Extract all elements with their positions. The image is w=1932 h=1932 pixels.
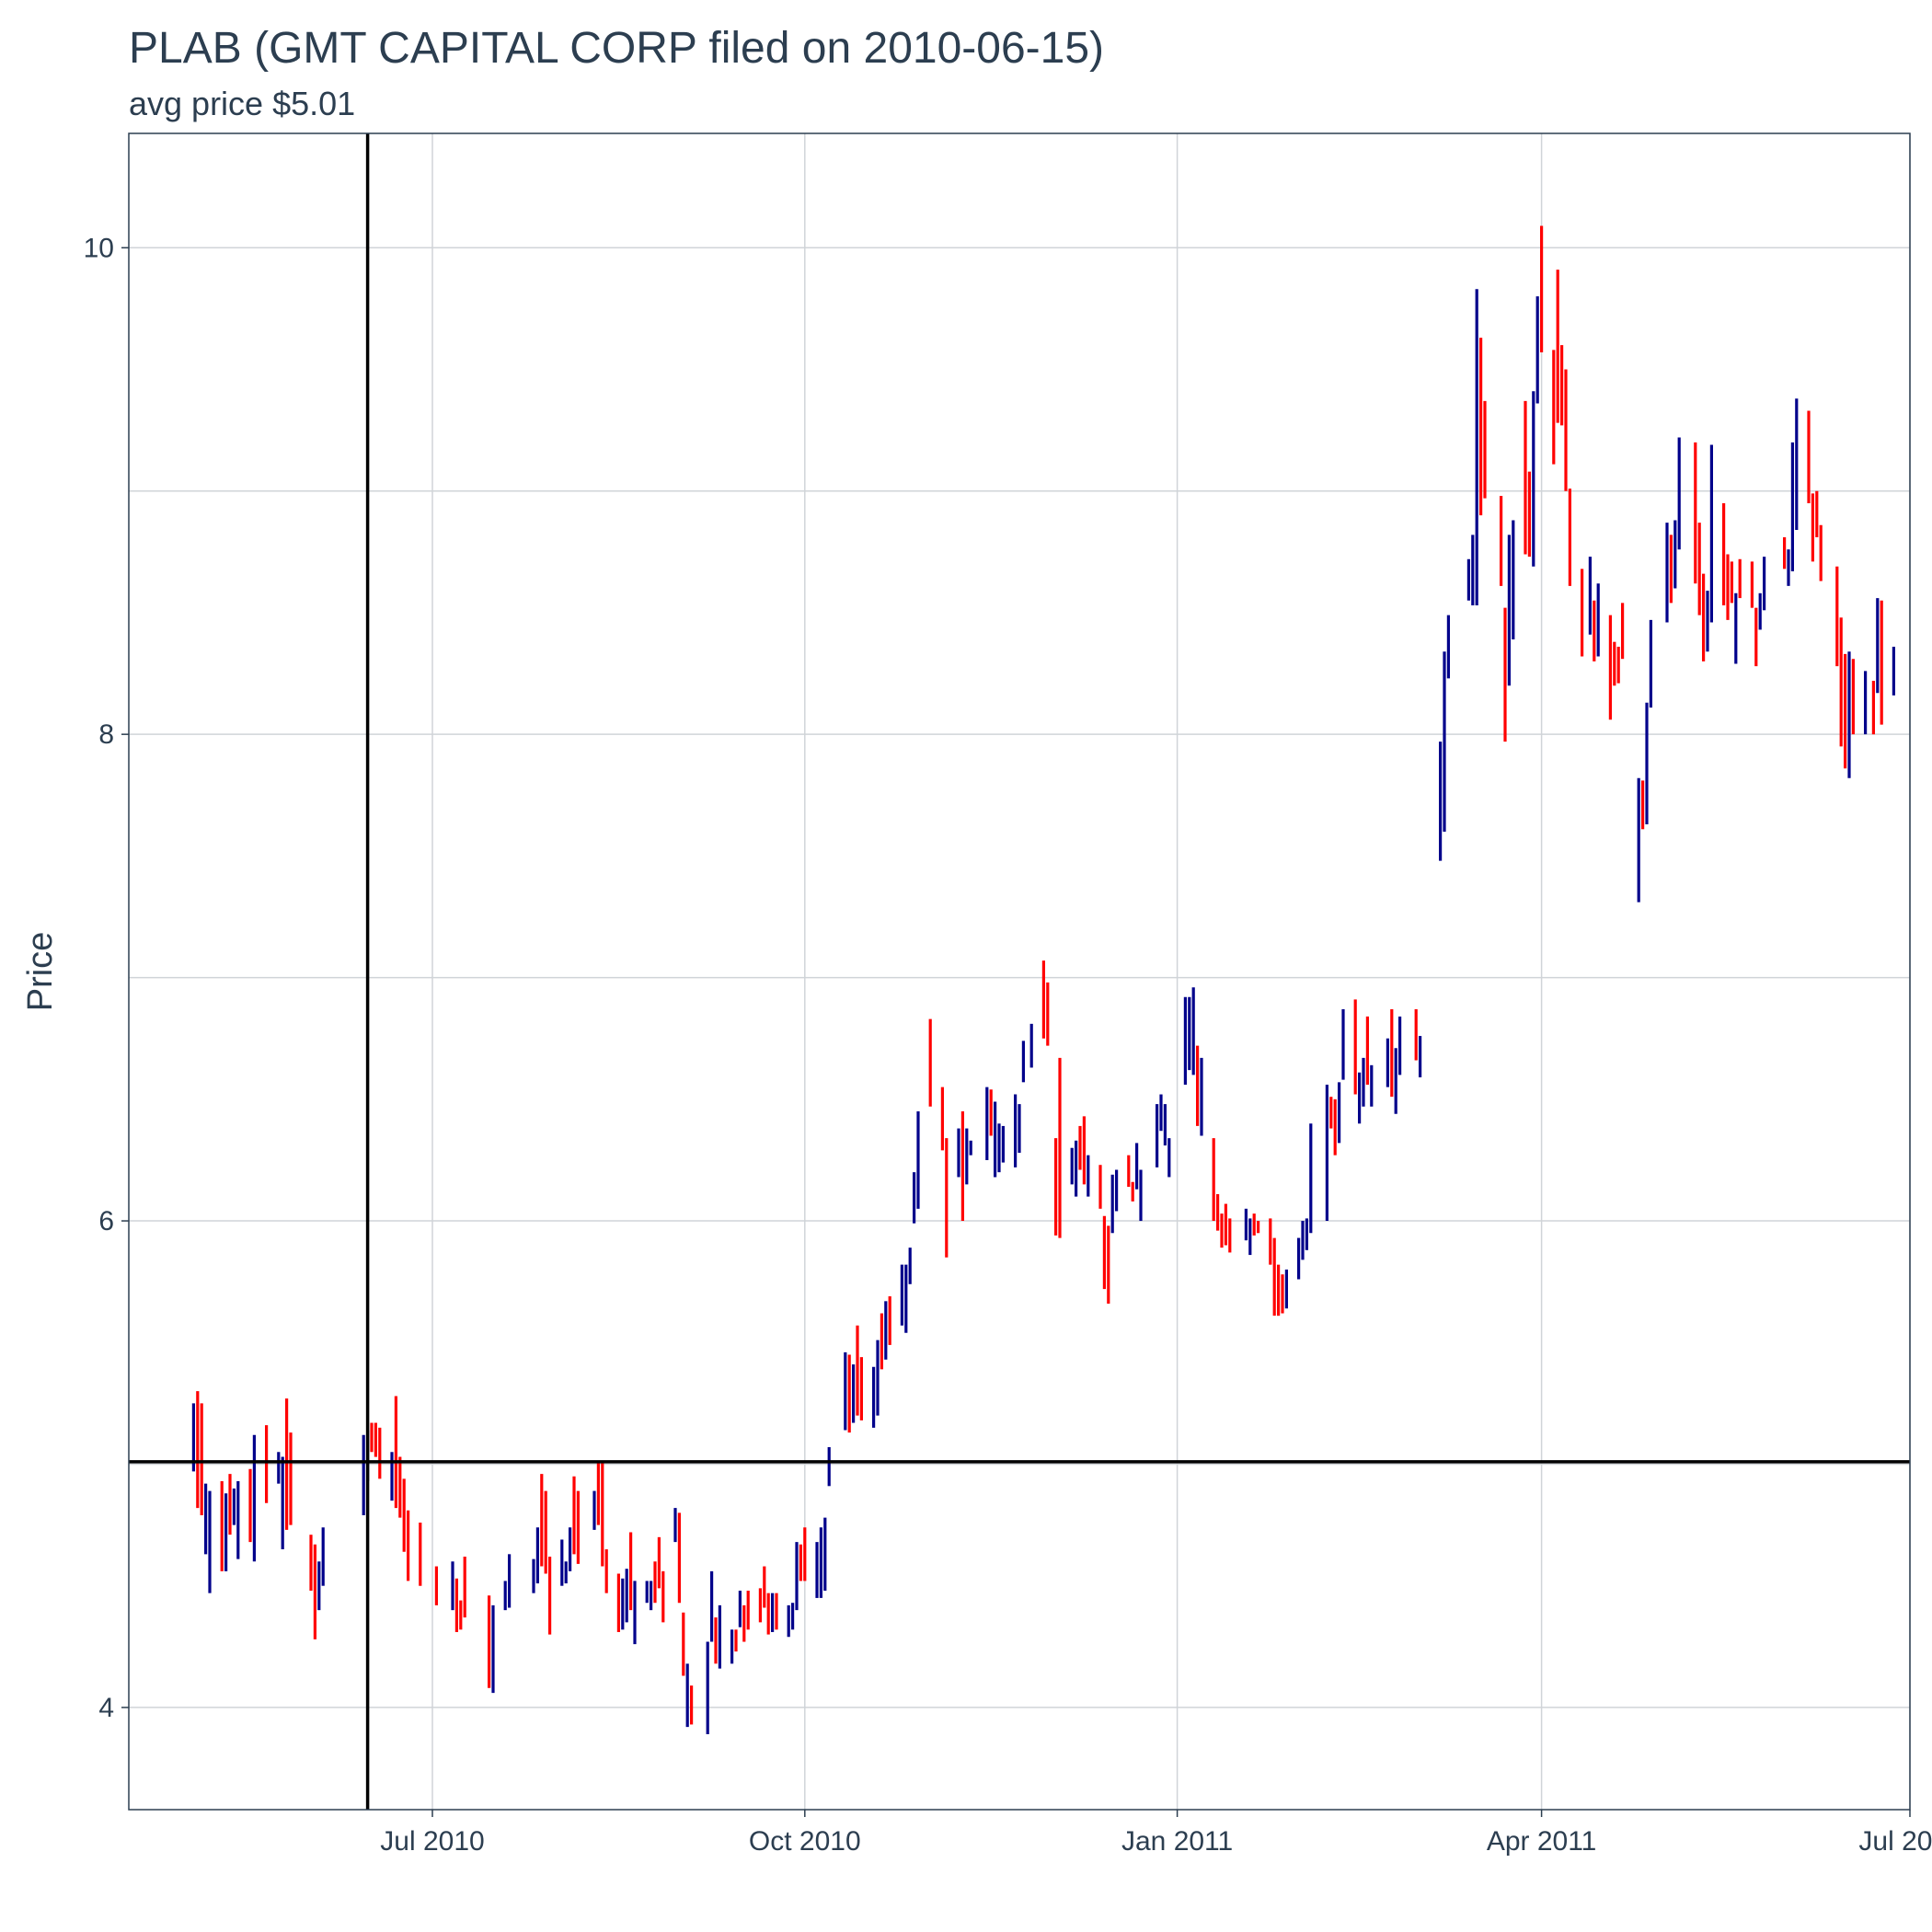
chart-title: PLAB (GMT CAPITAL CORP filed on 2010-06-… <box>129 24 1104 73</box>
y-tick-label: 4 <box>98 1693 114 1723</box>
y-tick-label: 6 <box>98 1206 114 1236</box>
x-tick-label: Oct 2010 <box>749 1826 861 1857</box>
y-axis-title: Price <box>21 932 60 1012</box>
reference-lines <box>129 133 1910 1810</box>
y-tick-label: 8 <box>98 719 114 750</box>
plot-panel-border <box>128 132 1911 1811</box>
x-axis-ticks: Jul 2010 Oct 2010 Jan 2011 Apr 2011 Jul 2011 <box>380 1810 1932 1857</box>
y-axis-ticks: 4 6 8 10 <box>84 233 129 1723</box>
y-tick-label: 10 <box>84 233 114 263</box>
x-tick-label: Jul 2011 <box>1858 1826 1932 1857</box>
grid-lines <box>129 133 1911 1810</box>
x-tick-label: Apr 2011 <box>1487 1826 1597 1857</box>
x-tick-label: Jul 2010 <box>380 1826 484 1857</box>
x-tick-label: Jan 2011 <box>1121 1826 1233 1857</box>
price-bars <box>191 225 1895 1735</box>
chart-subtitle: avg price $5.01 <box>129 85 355 122</box>
